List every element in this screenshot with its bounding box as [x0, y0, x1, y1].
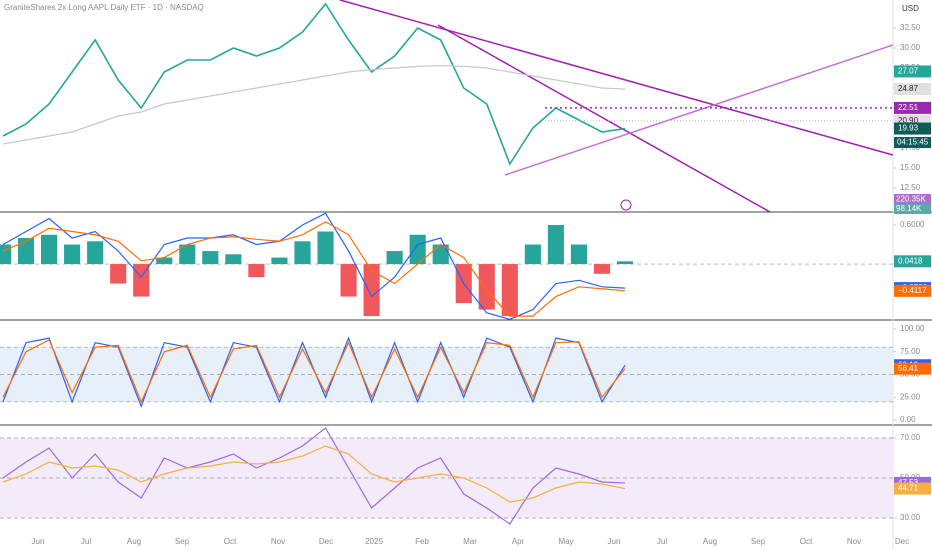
histogram-bar — [110, 264, 127, 284]
trendline — [504, 44, 894, 176]
x-tick-label: Nov — [271, 537, 285, 546]
histogram-bar — [409, 234, 426, 265]
price-badge — [894, 101, 931, 114]
histogram-bar — [363, 264, 380, 317]
histogram-bar — [317, 231, 334, 265]
price-badge-text: 27.07 — [898, 67, 919, 76]
histogram-bar — [248, 264, 265, 278]
x-tick-label: Dec — [319, 537, 333, 546]
histogram-bar — [616, 261, 634, 265]
value-badge-text: 47.53 — [898, 478, 919, 487]
x-tick-label: May — [558, 537, 573, 546]
histogram-bar — [386, 251, 403, 265]
x-tick-label: Jun — [608, 537, 621, 546]
alert-icon[interactable] — [620, 199, 632, 211]
y-tick-label: 32.50 — [900, 23, 921, 32]
series-line — [2, 221, 626, 317]
histogram-bar — [432, 244, 449, 265]
price-badge — [894, 65, 931, 78]
x-tick-label: Nov — [847, 537, 861, 546]
x-tick-label: Jul — [81, 537, 91, 546]
histogram-bar — [524, 244, 541, 265]
x-tick-label: Sep — [175, 537, 190, 546]
histogram-bar — [156, 257, 173, 265]
volume-label: 220.35K — [896, 195, 926, 204]
histogram-bar — [593, 264, 611, 274]
y-tick-label: 0.00 — [900, 415, 916, 424]
histogram-bar — [87, 241, 104, 265]
value-badge — [894, 482, 931, 495]
price-badge-text: 24.87 — [898, 84, 919, 93]
volume-badge — [894, 194, 931, 205]
trendline — [437, 24, 771, 213]
y-tick-label: 25.00 — [900, 392, 921, 401]
countdown-bg — [894, 137, 931, 148]
x-tick-label: Sep — [751, 537, 766, 546]
x-tick-label: Jul — [657, 537, 667, 546]
series-line — [2, 445, 626, 503]
x-tick-label: Oct — [224, 537, 237, 546]
y-tick-label: 12.50 — [900, 183, 921, 192]
value-badge-text: −0.4117 — [898, 286, 927, 295]
histogram-bar — [570, 244, 587, 265]
histogram-bar — [271, 257, 288, 265]
histogram-bar — [64, 244, 81, 265]
price-badge-text: 22.51 — [898, 103, 919, 112]
value-badge — [894, 255, 931, 268]
price-badge — [894, 122, 931, 135]
x-tick-label: Aug — [127, 537, 141, 546]
histogram-bar — [547, 225, 564, 265]
x-tick-label: 2025 — [365, 537, 383, 546]
price-badge — [894, 83, 931, 96]
x-tick-label: Aug — [703, 537, 717, 546]
volume-label: 98.14K — [896, 204, 922, 213]
price-badge-text: 20.90 — [898, 116, 919, 125]
y-tick-label: 15.00 — [900, 163, 921, 172]
countdown: 04:15:45 — [897, 138, 929, 147]
y-tick-label: 75.00 — [900, 347, 921, 356]
histogram-bar — [478, 264, 495, 310]
trendline — [339, 0, 894, 156]
value-badge — [894, 362, 931, 375]
histogram-bar — [0, 244, 12, 265]
series-line — [2, 339, 626, 404]
y-tick-label: 30.00 — [900, 43, 921, 52]
histogram-bar — [225, 254, 242, 265]
x-tick-label: Mar — [463, 537, 477, 546]
histogram-bar — [294, 241, 311, 265]
chart-title: GraniteShares 2x Long AAPL Daily ETF · 1… — [4, 3, 204, 12]
volume-badge — [894, 204, 931, 214]
y-tick-label: 0.6000 — [900, 220, 925, 229]
series-line — [2, 64, 626, 145]
histogram-bar — [179, 244, 196, 265]
histogram-bar — [202, 251, 219, 265]
x-tick-label: Oct — [800, 537, 813, 546]
currency: USD — [902, 4, 919, 13]
histogram-bar — [340, 264, 357, 297]
value-badge-text: 0.0418 — [898, 256, 923, 265]
x-tick-label: Jun — [32, 537, 45, 546]
value-badge-text: 44.71 — [898, 484, 919, 493]
x-tick-label: Apr — [512, 537, 525, 546]
value-badge — [894, 284, 931, 297]
y-tick-label: 30.00 — [900, 513, 921, 522]
price-badge-text: 19.93 — [898, 124, 919, 133]
y-tick-label: 100.00 — [900, 324, 925, 333]
histogram-bar — [17, 238, 35, 265]
x-tick-label: Dec — [895, 537, 909, 546]
histogram-bar — [501, 264, 518, 317]
x-tick-label: Feb — [415, 537, 429, 546]
y-tick-label: 70.00 — [900, 433, 921, 442]
series-line — [2, 212, 626, 320]
series-line — [2, 2, 626, 166]
histogram-bar — [41, 234, 58, 265]
value-badge-text: 56.41 — [898, 364, 919, 373]
